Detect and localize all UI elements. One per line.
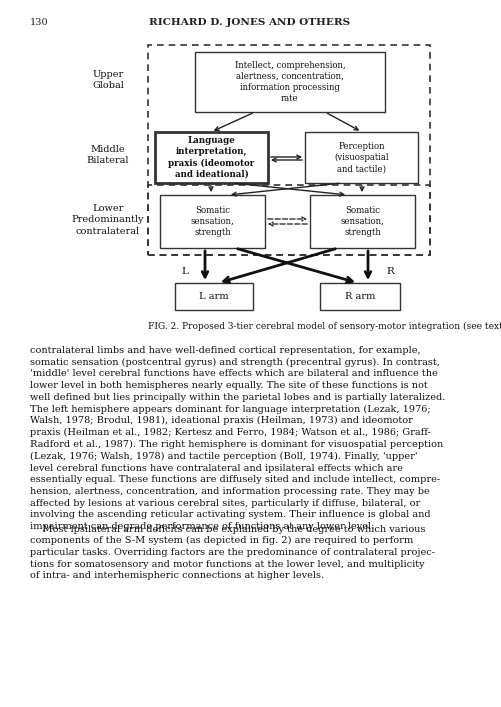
- Text: FIG. 2. Proposed 3-tier cerebral model of sensory-motor integration (see text fo: FIG. 2. Proposed 3-tier cerebral model o…: [148, 322, 501, 331]
- Text: RICHARD D. JONES AND OTHERS: RICHARD D. JONES AND OTHERS: [149, 18, 351, 27]
- Bar: [310, 195, 415, 248]
- Text: Somatic
sensation,
strength: Somatic sensation, strength: [190, 206, 234, 237]
- Text: 130: 130: [30, 18, 49, 27]
- Bar: [160, 195, 265, 248]
- Text: Perception
(visuospatial
and tactile): Perception (visuospatial and tactile): [334, 142, 389, 173]
- Text: R: R: [386, 267, 394, 276]
- Text: Most ipsilateral arm deficits can be explained by the degree to which various
co: Most ipsilateral arm deficits can be exp…: [30, 525, 435, 580]
- Text: contralateral limbs and have well-defined cortical representation, for example,
: contralateral limbs and have well-define…: [30, 346, 445, 531]
- Bar: [195, 52, 385, 112]
- Text: L: L: [181, 267, 188, 276]
- Bar: [148, 45, 430, 255]
- Text: Somatic
sensation,
strength: Somatic sensation, strength: [341, 206, 384, 237]
- Text: Middle
Bilateral: Middle Bilateral: [87, 145, 129, 165]
- Text: L arm: L arm: [199, 292, 229, 301]
- Bar: [155, 132, 268, 183]
- Bar: [305, 132, 418, 183]
- Text: Upper
Global: Upper Global: [92, 70, 124, 90]
- Bar: [320, 283, 400, 310]
- Bar: [148, 185, 430, 255]
- Text: Intellect, comprehension,
alertness, concentration,
information processing
rate: Intellect, comprehension, alertness, con…: [234, 61, 345, 103]
- Text: Language
interpretation,
praxis (ideomotor
and ideational): Language interpretation, praxis (ideomot…: [168, 136, 255, 179]
- Text: Lower
Predominantly
contralateral: Lower Predominantly contralateral: [72, 204, 144, 235]
- Bar: [175, 283, 253, 310]
- Text: R arm: R arm: [345, 292, 375, 301]
